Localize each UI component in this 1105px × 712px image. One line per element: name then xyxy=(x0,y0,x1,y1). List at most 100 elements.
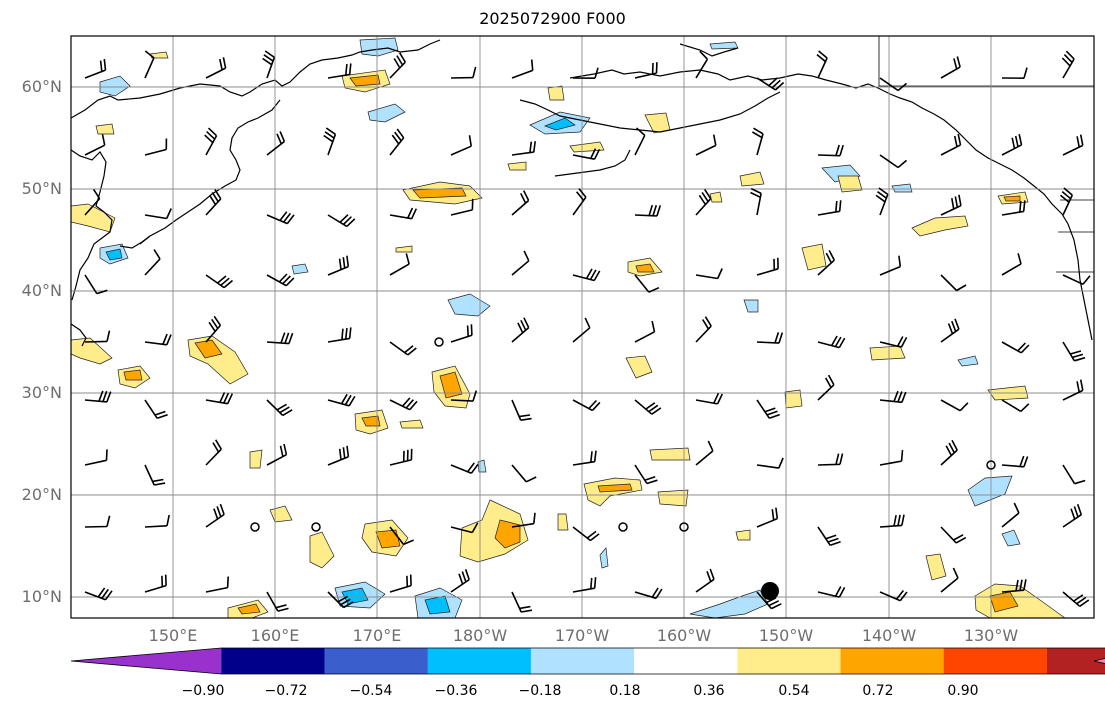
wind-barb xyxy=(756,591,782,610)
negative-anomaly-area xyxy=(447,293,491,317)
positive-anomaly-area xyxy=(95,123,115,135)
lon-label-140w: 140°W xyxy=(861,626,917,645)
wind-barb xyxy=(572,577,597,593)
wind-barb xyxy=(389,397,418,411)
wind-barb xyxy=(84,449,108,466)
wind-barb xyxy=(84,59,107,79)
negative-anomaly-area xyxy=(891,183,913,193)
wind-barb xyxy=(756,332,784,344)
colorbar-outline xyxy=(70,647,1105,675)
colorbar-tick-label: 0.36 xyxy=(693,683,725,699)
positive-anomaly-area xyxy=(837,175,863,193)
wind-barb xyxy=(756,507,779,528)
wind-barb xyxy=(266,273,295,287)
wind-barb xyxy=(879,514,905,528)
positive-anomaly-area xyxy=(735,529,751,541)
colorbar-swatch xyxy=(324,648,429,674)
wind-barb xyxy=(327,445,350,466)
wind-barb xyxy=(879,450,904,466)
positive-anomaly-area xyxy=(395,245,413,253)
wind-barb xyxy=(634,127,646,156)
wind-barb xyxy=(572,317,591,343)
wind-barb xyxy=(879,390,907,404)
wind-barb xyxy=(144,208,172,220)
wind-barb xyxy=(205,189,222,216)
wind-barb xyxy=(327,255,350,276)
wind-barb xyxy=(572,268,601,282)
wind-barb xyxy=(816,50,828,79)
negative-anomaly-area xyxy=(967,475,1013,507)
wind-barb xyxy=(634,464,658,485)
wind-barb xyxy=(572,399,601,412)
wind-barb xyxy=(144,399,168,420)
wind-barb xyxy=(266,211,295,225)
colorbar-tick-label: −0.18 xyxy=(518,683,562,699)
lon-label-160e: 160°E xyxy=(250,626,300,645)
wind-barb xyxy=(817,250,836,276)
wind-barb xyxy=(1001,200,1026,216)
wind-barb xyxy=(695,268,723,280)
wind-barb xyxy=(327,327,352,343)
negative-anomaly-area xyxy=(99,75,131,97)
wind-barb xyxy=(450,135,472,156)
wind-barb xyxy=(84,330,111,343)
colorbar-tick-label: −0.72 xyxy=(264,683,308,699)
wind-barb xyxy=(84,587,113,601)
colorbar-swatch xyxy=(634,648,738,674)
wind-barb xyxy=(450,198,474,216)
positive-anomaly-area xyxy=(739,171,765,187)
wind-barb xyxy=(327,393,356,407)
wind-barb xyxy=(817,526,841,547)
wind-barb xyxy=(695,134,717,156)
wind-barb xyxy=(144,574,167,593)
colorbar-swatch xyxy=(840,648,945,674)
wind-barb xyxy=(1061,50,1075,79)
positive-anomaly-area xyxy=(709,191,723,203)
wind-barb xyxy=(634,399,662,415)
positive-anomaly-area xyxy=(869,345,906,361)
wind-barb xyxy=(817,144,844,157)
wind-barb xyxy=(1062,591,1090,607)
negative-anomaly-area xyxy=(291,263,309,275)
lon-label-150w: 150°W xyxy=(758,626,814,645)
wind-barb xyxy=(84,390,112,403)
wind-barb xyxy=(84,188,101,216)
wind-barb xyxy=(205,315,222,343)
colorbar xyxy=(70,647,1105,675)
wind-barb xyxy=(756,77,785,91)
wind-barb xyxy=(940,439,958,466)
wind-barb xyxy=(511,317,530,343)
lat-label-40n: 40°N xyxy=(21,281,62,300)
wind-barb xyxy=(84,515,111,528)
wind-barb xyxy=(751,127,764,156)
positive-anomaly-area xyxy=(925,553,947,581)
wind-barb xyxy=(572,188,587,216)
wind-barb xyxy=(1062,134,1084,156)
positive-anomaly-area xyxy=(459,499,529,563)
positive-anomaly-area xyxy=(911,215,969,237)
wind-barb xyxy=(266,399,293,417)
wind-barb xyxy=(450,66,477,79)
negative-anomaly-area xyxy=(1001,529,1021,547)
colorbar-tick-label: −0.90 xyxy=(181,683,225,699)
wind-barb xyxy=(875,187,889,216)
wind-barb xyxy=(511,190,530,216)
wind-barb xyxy=(389,253,410,276)
lon-label-150e: 150°E xyxy=(148,626,198,645)
wind-barb xyxy=(572,67,599,79)
wind-barb xyxy=(1001,67,1028,79)
wind-barb xyxy=(205,576,229,593)
wind-barb xyxy=(266,591,289,612)
storm-center-marker xyxy=(761,582,779,600)
wind-barb xyxy=(940,526,967,544)
colorbar-tick-label: −0.54 xyxy=(349,683,393,699)
colorbar-tick-label: −0.36 xyxy=(434,683,478,699)
wind-barb xyxy=(327,214,356,228)
wind-barb xyxy=(940,194,962,216)
wind-barbs xyxy=(84,50,1091,613)
wind-barb xyxy=(204,127,218,156)
wind-barb xyxy=(450,390,478,402)
colorbar-extend-low xyxy=(71,648,222,674)
wind-barb xyxy=(695,568,715,593)
